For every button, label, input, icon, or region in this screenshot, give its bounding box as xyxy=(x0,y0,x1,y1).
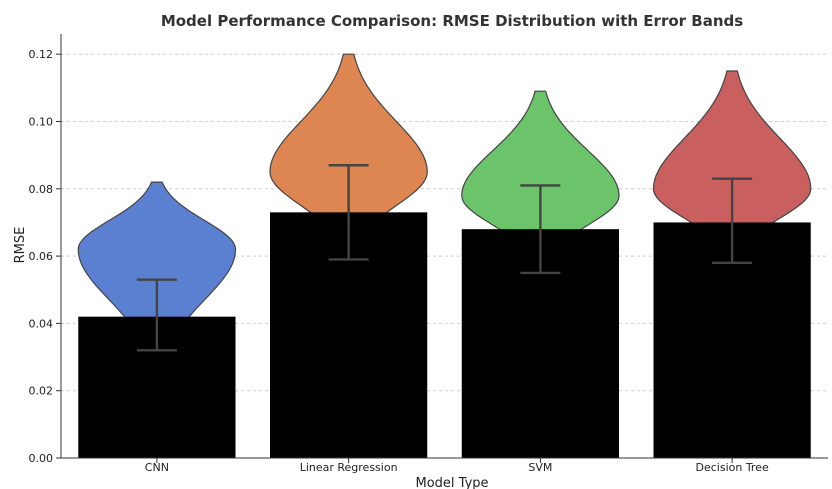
error-bars xyxy=(136,164,753,352)
y-tick-label: 0.12 xyxy=(29,48,54,61)
violins xyxy=(77,53,812,331)
x-tick-labels: CNN Linear Regression SVM Decision Tree xyxy=(145,458,769,474)
y-tick-labels: 0.00 0.02 0.04 0.06 0.08 0.10 0.12 xyxy=(29,48,61,465)
x-axis-label: Model Type xyxy=(415,476,488,489)
x-tick-label: CNN xyxy=(145,461,169,474)
y-tick-label: 0.00 xyxy=(29,452,54,465)
y-tick-label: 0.10 xyxy=(29,115,54,128)
x-tick-label: Linear Regression xyxy=(300,461,398,474)
y-tick-label: 0.06 xyxy=(29,250,54,263)
x-tick-label: SVM xyxy=(528,461,552,474)
axes xyxy=(60,34,828,459)
chart-title: Model Performance Comparison: RMSE Distr… xyxy=(161,12,743,30)
y-tick-label: 0.04 xyxy=(29,317,54,330)
y-axis-label: RMSE xyxy=(13,227,28,264)
y-tick-label: 0.08 xyxy=(29,183,54,196)
y-tick-label: 0.02 xyxy=(29,385,54,398)
x-tick-label: Decision Tree xyxy=(696,461,769,474)
